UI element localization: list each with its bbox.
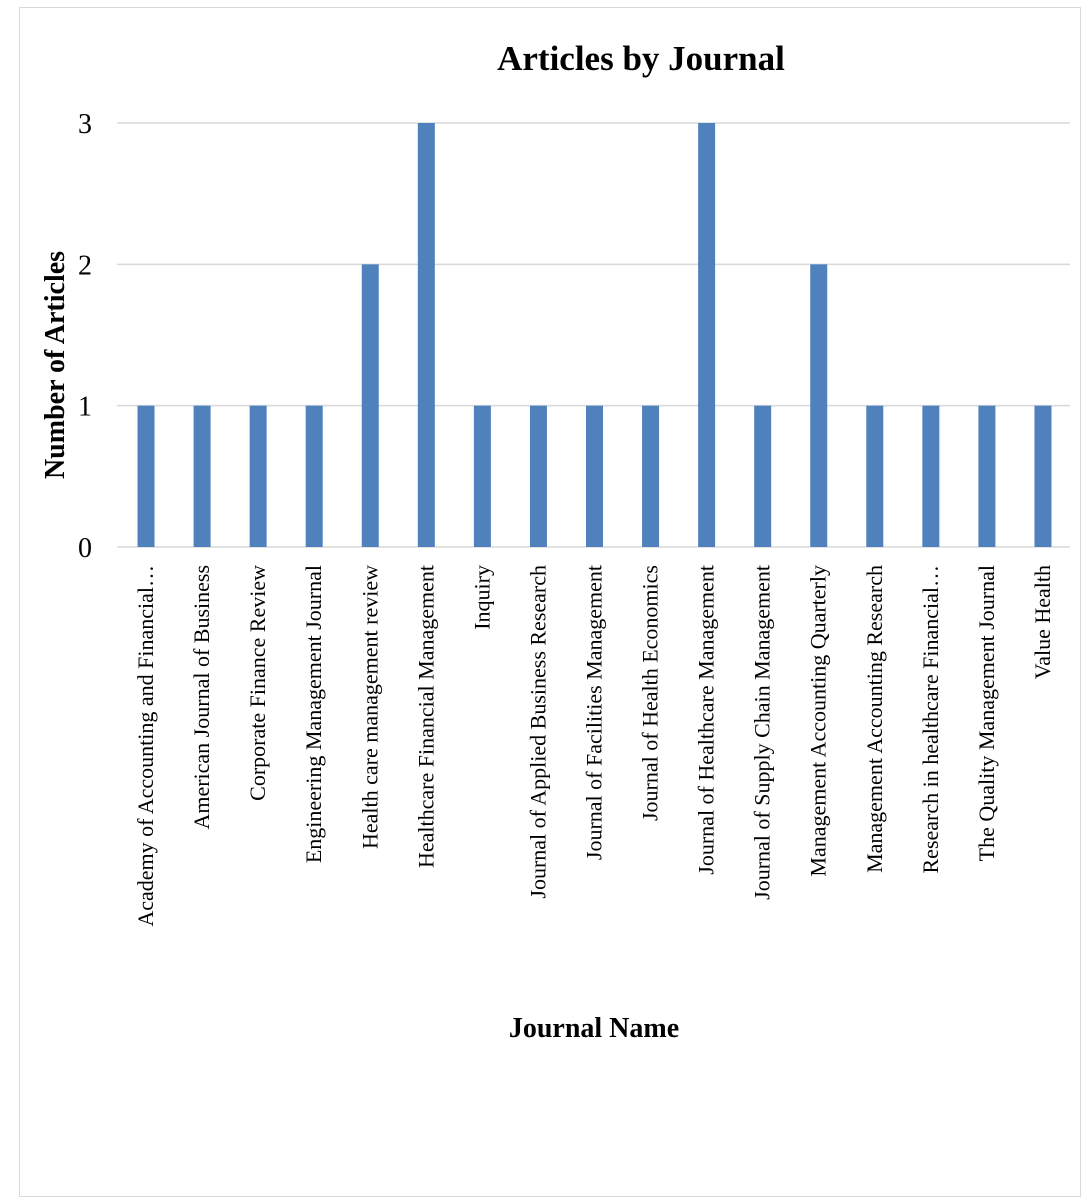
x-category-label: Research in healthcare Financial… (918, 565, 943, 873)
x-category-label: Corporate Finance Review (245, 565, 270, 801)
bar (361, 264, 379, 547)
bar (754, 405, 772, 547)
x-category-label: Journal of Facilities Management (582, 565, 607, 860)
bars (137, 123, 1052, 547)
bar (978, 405, 996, 547)
bar (1034, 405, 1052, 547)
x-category-label: American Journal of Business (189, 565, 214, 830)
x-category-label: Inquiry (469, 565, 494, 630)
bar (305, 405, 323, 547)
bar (586, 405, 603, 547)
bar (642, 405, 660, 547)
bar (529, 405, 547, 547)
bar (473, 405, 491, 547)
x-category-label: Engineering Management Journal (301, 565, 326, 863)
bar (866, 405, 884, 547)
y-tick-label: 2 (78, 250, 92, 281)
y-tick-label: 1 (78, 392, 92, 423)
bar (193, 405, 211, 547)
y-axis-title: Number of Articles (40, 251, 71, 479)
x-category-label: Journal of Applied Business Research (525, 565, 550, 899)
x-category-label: Journal of Supply Chain Management (750, 565, 775, 900)
y-tick-label: 0 (78, 533, 92, 564)
x-category-label: Journal of Healthcare Management (694, 565, 719, 875)
y-tick-label: 3 (78, 109, 92, 140)
bar (249, 405, 267, 547)
chart-title: Articles by Journal (497, 39, 785, 78)
gridlines (117, 122, 1070, 407)
x-axis-category-labels: Academy of Accounting and Financial… Amer… (133, 565, 1055, 927)
bar (810, 264, 828, 547)
bar (922, 405, 940, 547)
bar (698, 123, 716, 547)
y-axis-ticks: 0 1 2 3 (78, 109, 92, 564)
x-axis-title: Journal Name (509, 1013, 679, 1044)
bar (417, 123, 435, 547)
x-category-label: Health care management review (357, 565, 382, 849)
x-category-label: Journal of Health Economics (638, 565, 663, 821)
x-category-label: Academy of Accounting and Financial… (133, 565, 158, 927)
x-category-label: Management Accounting Research (862, 565, 887, 873)
x-category-label: The Quality Management Journal (974, 565, 999, 861)
chart-frame (19, 7, 1081, 1197)
x-category-label: Value Health (1030, 565, 1055, 679)
x-category-label: Management Accounting Quarterly (806, 565, 831, 877)
bar (137, 405, 155, 547)
x-category-label: Healthcare Financial Management (413, 565, 438, 868)
